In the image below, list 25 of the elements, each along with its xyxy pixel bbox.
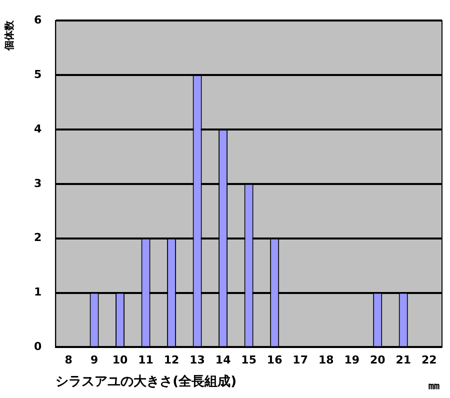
x-axis-title: シラスアユの大きさ(全長組成): [56, 374, 237, 390]
x-tick-label: 12: [164, 354, 180, 367]
y-tick-label: 5: [34, 68, 42, 81]
x-tick-label: 22: [421, 354, 437, 367]
x-tick-label: 19: [344, 354, 360, 367]
x-tick-label: 15: [241, 354, 256, 367]
y-tick-label: 1: [34, 286, 42, 299]
y-tick-label: 0: [34, 340, 42, 354]
x-tick-label: 11: [138, 354, 154, 367]
x-tick-label: 20: [370, 354, 386, 367]
y-tick-label: 6: [34, 13, 42, 26]
x-tick-label: 9: [90, 354, 98, 367]
x-tick-label: 18: [318, 354, 334, 367]
y-axis-title: 個体数: [4, 20, 16, 52]
y-tick-label: 4: [34, 122, 42, 136]
y-tick-label: 2: [34, 231, 42, 244]
text: ㎜: [428, 378, 440, 392]
x-tick-label: 13: [190, 354, 205, 367]
x-tick-label: 14: [215, 354, 232, 367]
x-tick-label: 17: [292, 354, 308, 367]
x-tick-label: 10: [112, 354, 128, 367]
y-tick-label: 3: [34, 176, 42, 190]
x-tick-label: 8: [64, 354, 72, 367]
x-tick-label: 16: [266, 354, 283, 367]
x-tick-label: 21: [396, 354, 412, 367]
